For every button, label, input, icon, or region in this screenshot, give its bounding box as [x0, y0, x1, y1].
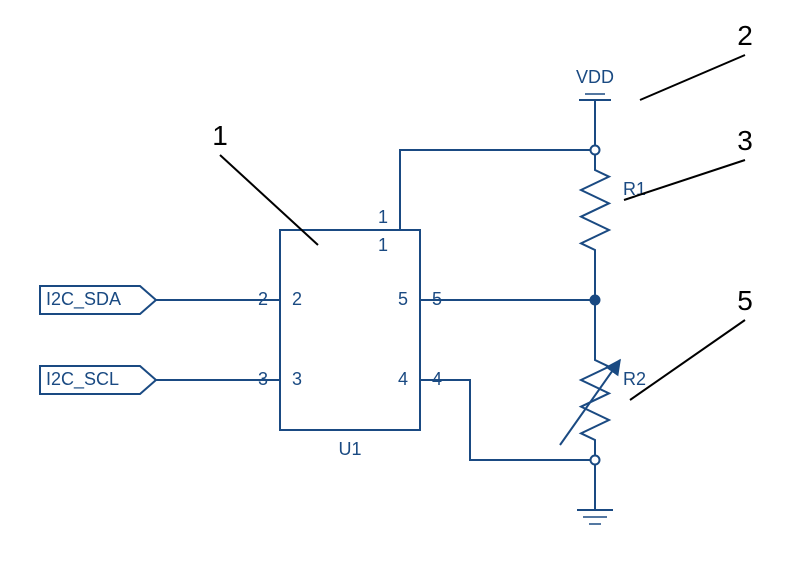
resistor	[581, 150, 609, 260]
wire	[420, 380, 595, 460]
pin-num-int: 2	[292, 289, 302, 309]
vdd-label: VDD	[576, 67, 614, 87]
pin-num-ext: 3	[258, 369, 268, 389]
callout-number: 5	[737, 285, 753, 316]
ic-ref: U1	[338, 439, 361, 459]
net-label: I2C_SCL	[46, 369, 119, 390]
variable-arrow	[560, 360, 620, 445]
callout-line	[630, 320, 745, 400]
junction	[591, 296, 600, 305]
pin-num-ext: 1	[378, 207, 388, 227]
ic-body	[280, 230, 420, 430]
callout-line	[220, 155, 318, 245]
junction	[591, 456, 600, 465]
pin-num-int: 1	[378, 235, 388, 255]
callout-number: 2	[737, 20, 753, 51]
pin-num-int: 4	[398, 369, 408, 389]
junction	[591, 146, 600, 155]
pin-num-ext: 2	[258, 289, 268, 309]
callout-number: 1	[212, 120, 228, 151]
pin-num-ext: 5	[432, 289, 442, 309]
pin-num-int: 3	[292, 369, 302, 389]
component-ref: R2	[623, 369, 646, 389]
wire	[400, 150, 595, 230]
pin-num-ext: 4	[432, 369, 442, 389]
pin-num-int: 5	[398, 289, 408, 309]
callout-line	[640, 55, 745, 100]
callout-number: 3	[737, 125, 753, 156]
net-label: I2C_SDA	[46, 289, 121, 310]
